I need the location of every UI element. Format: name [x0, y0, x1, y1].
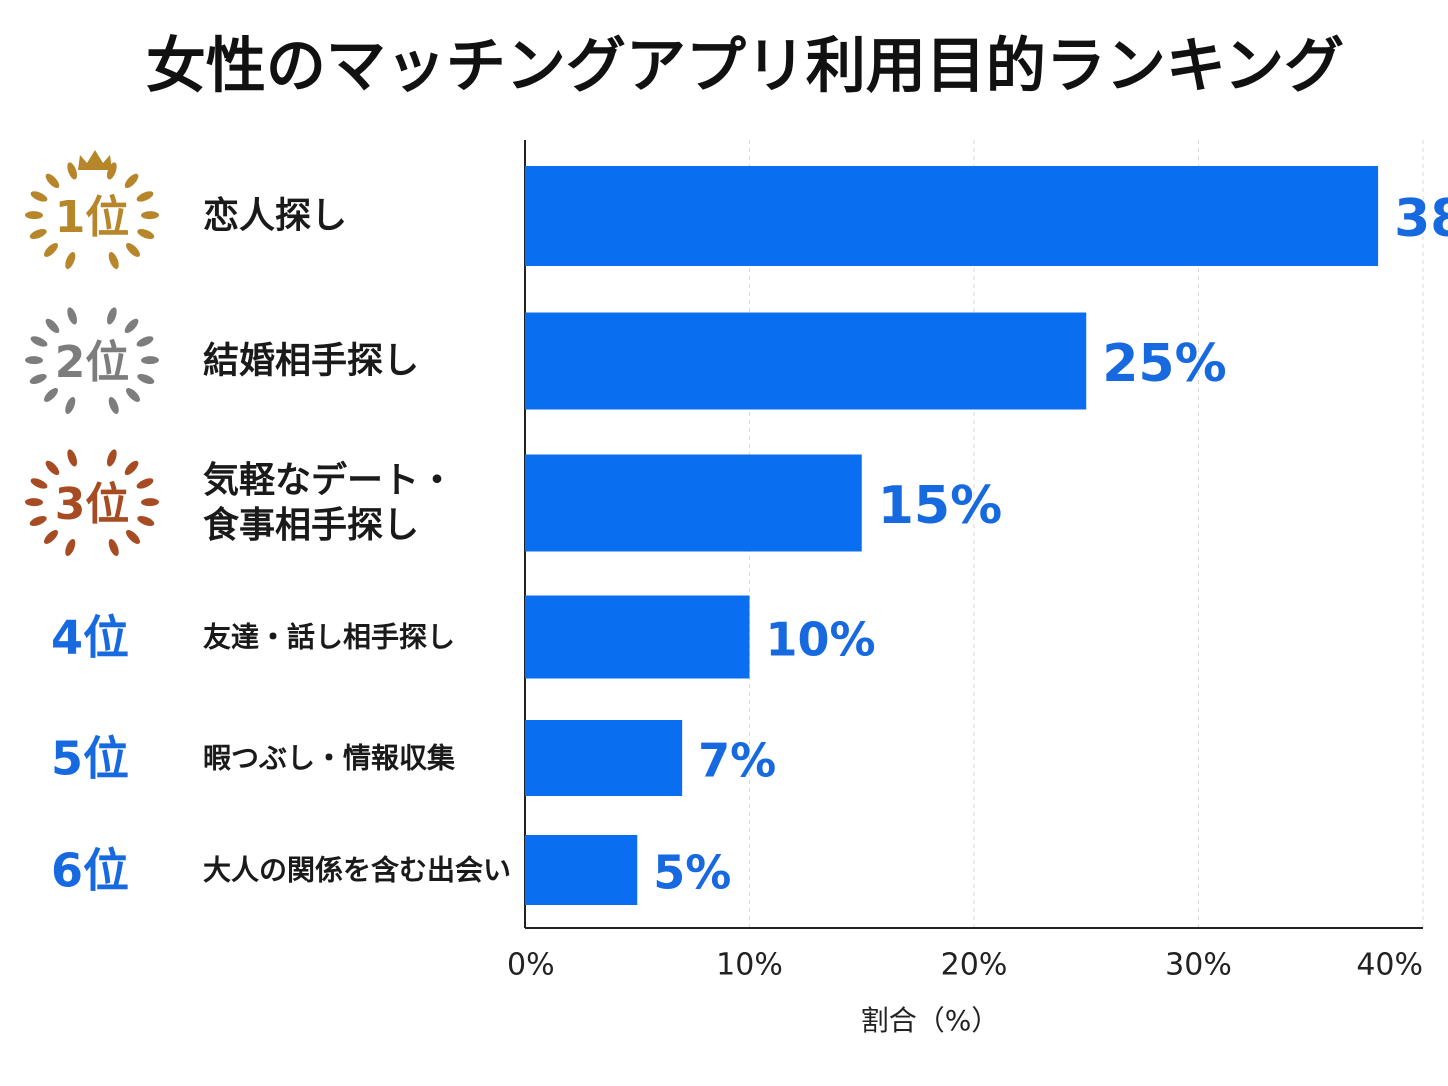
- bar: [525, 166, 1379, 266]
- laurel-leaf: [25, 211, 44, 220]
- bar: [525, 595, 750, 679]
- x-tick-label: 40%: [1356, 948, 1423, 983]
- laurel-leaf: [44, 529, 58, 544]
- laurel-leaf: [136, 478, 154, 489]
- laurel-leaf: [140, 498, 159, 507]
- category-label: 気軽なデート・食事相手探し: [203, 460, 456, 546]
- category-label: 暇つぶし・情報収集: [203, 741, 456, 775]
- laurel-leaf: [126, 387, 140, 402]
- laurel-leaf: [25, 498, 44, 507]
- category-label: 恋人探し: [203, 195, 348, 237]
- laurel-leaf: [67, 307, 78, 325]
- laurel-leaf: [65, 539, 76, 556]
- bar: [525, 312, 1087, 410]
- laurel-leaf: [29, 373, 47, 384]
- value-label: 25%: [1102, 334, 1226, 394]
- laurel-leaf: [45, 173, 60, 189]
- laurel-leaf: [30, 191, 48, 202]
- value-label: 15%: [878, 476, 1002, 536]
- laurel-leaf: [124, 173, 139, 189]
- laurel-leaf: [108, 252, 119, 269]
- value-label: 5%: [653, 846, 731, 900]
- value-label: 7%: [698, 734, 776, 788]
- laurel-leaf: [30, 478, 48, 489]
- laurel-leaf: [124, 460, 139, 476]
- rank-label: 1位: [55, 192, 130, 243]
- laurel-leaf: [140, 211, 159, 220]
- laurel-leaf: [30, 336, 48, 347]
- x-tick-label: 0%: [507, 948, 555, 983]
- laurel-leaf: [140, 356, 159, 365]
- laurel-leaf: [136, 336, 154, 347]
- rank-label: 5位: [51, 732, 129, 786]
- bar: [525, 835, 638, 905]
- laurel-leaf: [29, 228, 47, 239]
- laurel-leaf: [124, 318, 139, 334]
- laurel-leaf: [106, 307, 117, 325]
- rank-label: 3位: [55, 479, 130, 530]
- x-tick-label: 10%: [716, 948, 783, 983]
- laurel-leaf: [106, 449, 117, 467]
- x-axis-label: 割合（%）: [861, 1004, 1000, 1037]
- laurel-leaf: [126, 242, 140, 257]
- chart-title: 女性のマッチングアプリ利用目的ランキング: [146, 32, 1344, 102]
- laurel-leaf: [67, 162, 78, 180]
- laurel-leaf: [106, 162, 117, 180]
- bar: [525, 720, 683, 796]
- rank-label: 4位: [51, 611, 129, 665]
- laurel-leaf: [29, 515, 47, 526]
- category-label: 大人の関係を含む出会い: [203, 853, 512, 887]
- laurel-leaf: [108, 539, 119, 556]
- laurel-leaf: [65, 397, 76, 414]
- laurel-leaf: [25, 356, 44, 365]
- laurel-leaf: [108, 397, 119, 414]
- value-label: 10%: [766, 613, 876, 667]
- x-tick-label: 30%: [1165, 948, 1232, 983]
- laurel-leaf: [137, 373, 155, 384]
- laurel-leaf: [44, 387, 58, 402]
- value-label: 38%: [1394, 189, 1448, 249]
- bar: [525, 454, 862, 552]
- crown: [78, 150, 112, 170]
- laurel-leaf: [137, 228, 155, 239]
- category-label: 友達・話し相手探し: [203, 620, 456, 654]
- category-label: 結婚相手探し: [203, 340, 420, 382]
- rank-label: 2位: [55, 337, 130, 388]
- laurel-leaf: [136, 191, 154, 202]
- rank-label: 6位: [51, 844, 129, 898]
- laurel-leaf: [65, 252, 76, 269]
- x-tick-label: 20%: [941, 948, 1008, 983]
- laurel-leaf: [44, 242, 58, 257]
- laurel-leaf: [67, 449, 78, 467]
- laurel-leaf: [45, 318, 60, 334]
- laurel-leaf: [126, 529, 140, 544]
- laurel-leaf: [45, 460, 60, 476]
- laurel-leaf: [137, 515, 155, 526]
